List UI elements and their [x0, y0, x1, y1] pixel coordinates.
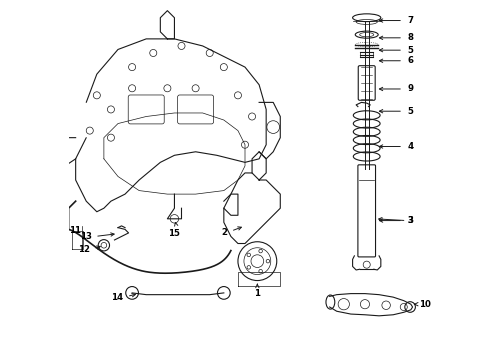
- Text: 15: 15: [169, 229, 180, 238]
- Text: 9: 9: [407, 85, 413, 94]
- Text: 5: 5: [407, 107, 413, 116]
- Text: 5: 5: [407, 46, 413, 55]
- Text: 7: 7: [407, 16, 414, 25]
- Text: 8: 8: [407, 33, 413, 42]
- Text: 11: 11: [69, 226, 80, 235]
- Text: 14: 14: [111, 293, 123, 302]
- Text: 3: 3: [407, 216, 413, 225]
- Text: 2: 2: [221, 228, 227, 237]
- Text: 6: 6: [407, 56, 413, 65]
- Text: 3: 3: [407, 216, 413, 225]
- Text: 4: 4: [407, 142, 414, 151]
- Text: 12: 12: [78, 246, 90, 255]
- Text: 10: 10: [419, 300, 431, 309]
- Text: 1: 1: [254, 289, 260, 298]
- Text: 13: 13: [79, 232, 92, 241]
